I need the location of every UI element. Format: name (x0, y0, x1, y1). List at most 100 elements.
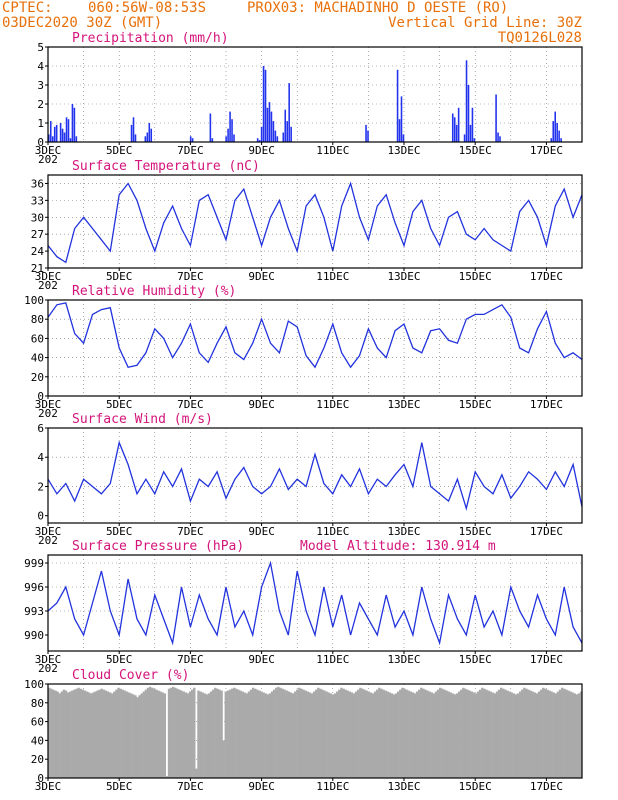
precip-bar (499, 136, 501, 142)
cloud-bar (432, 693, 436, 778)
y-tick-label: 0 (37, 136, 44, 149)
y-tick-label: 5 (37, 41, 44, 54)
cloud-bar (222, 740, 225, 778)
cloud-bar (296, 689, 299, 778)
cloud-bar (235, 688, 238, 778)
cloud-bar (90, 693, 93, 778)
cloud-bar (426, 690, 429, 778)
y-tick-label: 2 (37, 480, 44, 493)
cloud-bar (113, 691, 116, 778)
cloud-bar (64, 690, 68, 778)
cloud-bar (497, 689, 501, 778)
precip-bar (150, 128, 153, 142)
precip-bar (48, 134, 50, 142)
precip-bar (495, 94, 497, 142)
cloud-bar (348, 691, 352, 778)
cloud-bar (268, 693, 272, 778)
cloud-bar (247, 691, 251, 778)
cloud-bar (211, 689, 215, 778)
cloud-bar (159, 691, 162, 778)
cloud-bar (117, 687, 120, 778)
x-tick-label: 11DEC (316, 780, 349, 793)
cloud-bar (413, 693, 417, 778)
cloud-bar (306, 691, 309, 778)
precip-bar (396, 69, 399, 142)
cloud-bar (331, 694, 335, 778)
panel-6: 0 20 40 60 80 100 3DEC 5DEC 7DEC 9DEC 11DEC 13DEC 15… (24, 668, 583, 793)
precip-bar (211, 138, 214, 142)
plot-frame (47, 554, 583, 652)
cloud-bar (304, 690, 307, 778)
cloud-bar (375, 689, 379, 778)
cloud-bar (512, 693, 516, 778)
x-tick-label: 5DEC (106, 653, 133, 666)
cloud-bar (407, 690, 410, 778)
cloud-bar (478, 689, 482, 778)
cloud-bar (525, 688, 528, 778)
panel-title: Relative Humidity (%) (72, 284, 236, 299)
precip-bar (258, 140, 261, 142)
cloud-bar (354, 691, 358, 778)
cloud-bar (369, 692, 373, 778)
header-coords: 060:56W-08:53S (88, 0, 206, 16)
cloud-bar (359, 687, 362, 778)
y-tick-label: 27 (31, 228, 44, 241)
cloud-bar (418, 689, 421, 778)
precip-bar (365, 124, 367, 142)
cloud-bar (308, 692, 312, 778)
year-stub: 202 (38, 153, 58, 166)
cloud-bar (340, 687, 343, 778)
y-tick-label: 0 (37, 390, 44, 403)
cloud-bar (199, 691, 202, 778)
cloud-bar (245, 693, 249, 778)
cloud-bar (392, 694, 396, 778)
cloud-bar (169, 687, 173, 778)
cloud-bar (142, 691, 146, 778)
cloud-bar (182, 691, 185, 778)
y-tick-label: 0 (37, 772, 44, 785)
cloud-bar (386, 691, 389, 778)
cloud-bar (579, 691, 583, 778)
precip-bar (272, 121, 275, 142)
cloud-bar (560, 687, 564, 778)
cloud-bar (85, 691, 89, 778)
x-tick-label: 11DEC (316, 525, 349, 538)
cloud-bar (58, 693, 61, 778)
cloud-bar (523, 687, 526, 778)
cloud-bar (102, 689, 106, 778)
cloud-bar (493, 693, 497, 778)
x-tick-label: 17DEC (530, 270, 563, 283)
cloud-bar (388, 692, 391, 778)
panel-title: Cloud Cover (%) (72, 668, 189, 683)
cloud-bar (399, 689, 402, 778)
cloud-bar (300, 688, 303, 778)
cloud-bar (100, 688, 103, 778)
precip-bar (61, 128, 64, 142)
precip-bar (148, 123, 151, 142)
x-tick-label: 5DEC (106, 270, 133, 283)
cloud-bar (176, 688, 179, 778)
cloud-bar (319, 688, 322, 778)
precip-bar (67, 119, 70, 142)
cloud-bar (172, 686, 175, 778)
precip-bar (260, 126, 263, 142)
cloud-bar (571, 692, 574, 778)
x-tick-label: 5DEC (106, 144, 133, 157)
cloud-bar (293, 691, 297, 778)
y-tick-label: 60 (31, 332, 44, 345)
cloud-bar (508, 691, 511, 778)
cloud-bar (537, 691, 541, 778)
x-tick-label: 15DEC (459, 398, 492, 411)
plot-frame (47, 427, 583, 524)
panel-1: 0 1 2 3 4 5 3DEC 5DEC 7DEC 9DEC 11DEC 13DEC 15DEC 17D… (35, 31, 583, 166)
cloud-bar (71, 690, 74, 778)
cloud-bar (201, 692, 204, 778)
cloud-bar (167, 688, 171, 778)
cloud-bar (373, 691, 377, 778)
x-tick-label: 3DEC (35, 144, 62, 157)
panel-title: Surface Wind (m/s) (72, 412, 213, 427)
cloud-bar (554, 693, 558, 778)
cloud-bar (132, 694, 135, 778)
cloud-bar (233, 687, 236, 778)
